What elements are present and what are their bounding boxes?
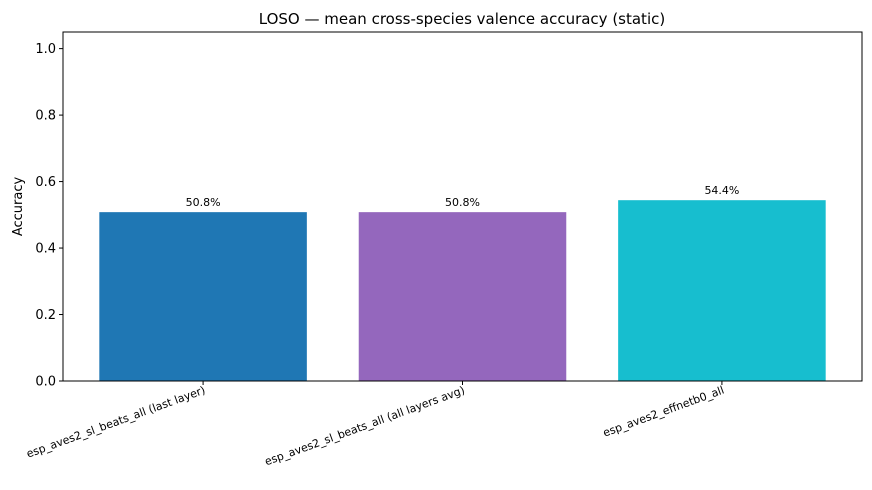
y-tick-label: 1.0	[35, 42, 56, 57]
x-axis: esp_aves2_sl_beats_all (last layer) esp_a…	[25, 381, 726, 468]
bar-value-label-2: 50.8%	[445, 196, 480, 209]
bar-2	[358, 212, 567, 381]
y-tick-label: 0.2	[35, 308, 56, 323]
x-tick-label: esp_aves2_sl_beats_all (last layer)	[25, 384, 207, 461]
bars-group: 50.8% 50.8% 54.4%	[99, 184, 826, 381]
y-tick-label: 0.4	[35, 242, 56, 257]
bar-3	[618, 200, 826, 381]
x-tick-label: esp_aves2_effnetb0_all	[601, 384, 726, 440]
bar-value-label-3: 54.4%	[704, 184, 739, 197]
plot-frame	[62, 31, 863, 382]
bar-1	[99, 212, 307, 381]
x-tick-label: esp_aves2_sl_beats_all (all layers avg)	[263, 384, 467, 469]
y-axis-label: Accuracy	[11, 177, 26, 237]
chart-title: LOSO — mean cross-species valence accura…	[259, 10, 665, 28]
y-axis: 0.0 0.2 0.4 0.6 0.8 1.0	[35, 42, 63, 390]
y-tick-label: 0.6	[35, 175, 56, 190]
y-tick-label: 0.0	[35, 375, 56, 390]
y-tick-label: 0.8	[35, 109, 56, 124]
bar-value-label-1: 50.8%	[186, 196, 221, 209]
